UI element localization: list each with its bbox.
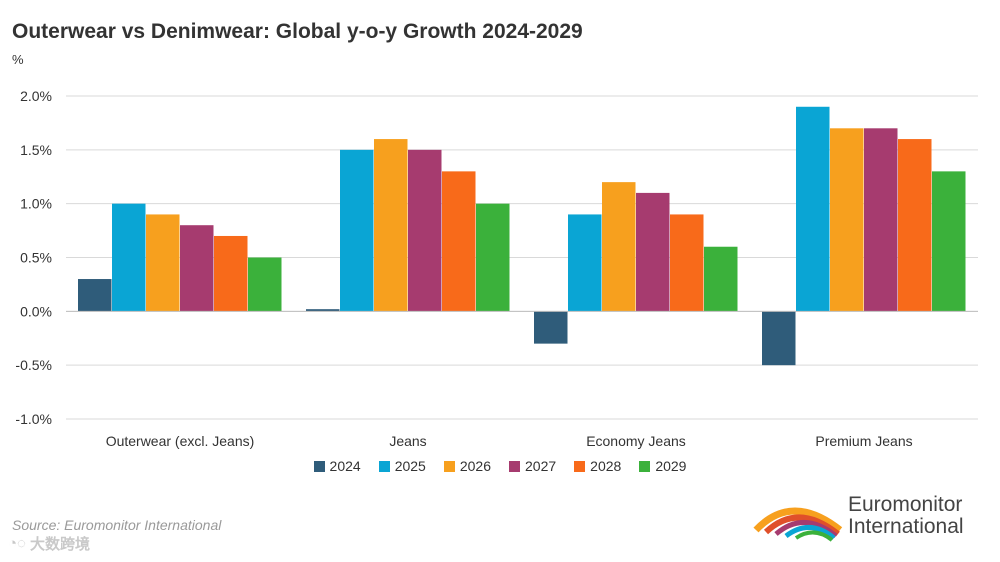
legend-item: 2029 xyxy=(639,458,686,474)
x-category-label: Outerwear (excl. Jeans) xyxy=(106,433,255,449)
y-tick-label: 2.0% xyxy=(20,88,52,104)
legend-swatch xyxy=(509,460,520,472)
legend-swatch xyxy=(639,460,651,472)
legend-label: 2024 xyxy=(329,458,361,474)
source-note: Source: Euromonitor International xyxy=(12,517,222,533)
legend-swatch xyxy=(443,460,455,472)
y-axis-unit-label: % xyxy=(12,52,24,67)
bar-2029 xyxy=(704,246,738,312)
bar-2024 xyxy=(534,311,568,344)
y-tick-label: -0.5% xyxy=(15,357,52,373)
bar-2028 xyxy=(442,171,476,312)
bar-2025 xyxy=(568,214,602,312)
legend-item: 2027 xyxy=(509,458,556,474)
logo-line-2: International xyxy=(848,515,964,538)
bar-2024 xyxy=(306,309,340,312)
legend-item: 2024 xyxy=(313,458,361,474)
legend-label: 2025 xyxy=(394,458,426,474)
bar-2024 xyxy=(78,279,112,312)
bar-2026 xyxy=(602,182,636,312)
y-tick-label: -1.0% xyxy=(15,411,52,427)
bar-2027 xyxy=(636,192,670,312)
y-tick-label: 1.5% xyxy=(20,142,52,158)
euromonitor-logo-text: Euromonitor International xyxy=(848,494,964,538)
chart-legend: 2024 2025 2026 2027 2028 2029 xyxy=(0,458,1000,474)
legend-swatch xyxy=(378,460,390,472)
bar-2027 xyxy=(180,225,214,312)
bar-2027 xyxy=(408,149,442,312)
legend-label: 2029 xyxy=(655,458,687,474)
legend-item: 2028 xyxy=(574,458,621,474)
legend-label: 2028 xyxy=(590,458,622,474)
euromonitor-logo-icon xyxy=(753,507,843,542)
bar-2025 xyxy=(340,149,374,312)
watermark-text: 大数跨境 xyxy=(29,536,90,553)
bar-2026 xyxy=(830,128,864,312)
legend-swatch xyxy=(574,460,586,472)
bar-2028 xyxy=(214,235,248,312)
bar-chart: 2.0% 1.5% 1.0% 0.5% 0.0% -0.5% -1.0% Outerwear … xyxy=(15,88,978,449)
bar-2029 xyxy=(248,257,282,312)
bar-2028 xyxy=(670,214,704,312)
x-category-label: Economy Jeans xyxy=(586,433,686,449)
y-tick-label: 0.0% xyxy=(20,303,52,319)
bar-2029 xyxy=(476,203,510,312)
y-tick-label: 1.0% xyxy=(20,196,52,212)
bar-2025 xyxy=(112,203,146,312)
x-category-label: Premium Jeans xyxy=(815,433,912,449)
legend-item: 2026 xyxy=(443,458,491,474)
watermark-icon: ◔◌ xyxy=(8,535,26,552)
bar-2024 xyxy=(762,311,796,366)
bar-2028 xyxy=(898,139,932,312)
watermark: ◔◌ 大数跨境 xyxy=(8,533,90,554)
x-category-label: Jeans xyxy=(389,433,426,449)
bar-2026 xyxy=(146,214,180,312)
logo-line-1: Euromonitor xyxy=(848,493,963,516)
legend-swatch xyxy=(313,460,325,472)
y-tick-label: 0.5% xyxy=(20,250,52,266)
legend-label: 2026 xyxy=(459,458,491,474)
legend-label: 2027 xyxy=(525,458,557,474)
bar-2029 xyxy=(932,171,966,312)
bar-2025 xyxy=(796,106,830,312)
bar-2026 xyxy=(374,139,408,312)
bar-2027 xyxy=(864,128,898,312)
legend-item: 2025 xyxy=(378,458,426,474)
chart-title: Outerwear vs Denimwear: Global y-o-y Gro… xyxy=(12,20,583,43)
